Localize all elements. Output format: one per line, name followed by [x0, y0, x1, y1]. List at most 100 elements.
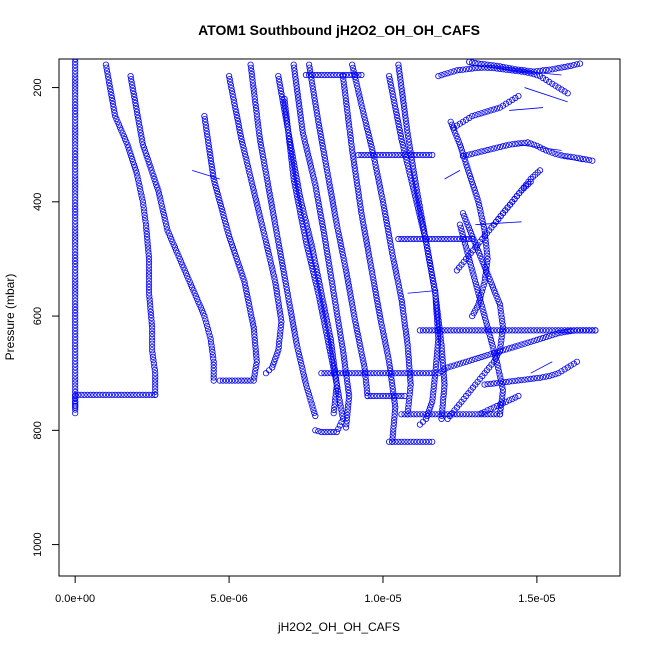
data-point: [332, 212, 339, 219]
data-point: [315, 277, 323, 285]
data-point: [342, 424, 350, 431]
data-point: [253, 108, 260, 115]
data-point: [298, 202, 306, 209]
data-point: [344, 110, 351, 117]
data-point: [121, 391, 128, 398]
data-point: [149, 334, 156, 341]
data-point: [127, 73, 134, 80]
data-point: [438, 235, 445, 243]
data-point: [142, 221, 150, 228]
data-point: [463, 246, 470, 253]
data-point: [481, 311, 488, 319]
data-point: [549, 66, 556, 73]
data-point: [478, 255, 485, 262]
data-point: [371, 159, 379, 166]
data-point: [486, 330, 493, 337]
data-point: [326, 332, 334, 339]
data-point: [220, 211, 227, 219]
data-point: [292, 73, 299, 80]
data-point: [328, 344, 335, 352]
data-point: [72, 138, 79, 145]
data-point: [129, 82, 136, 89]
data-point: [150, 360, 157, 367]
data-point: [460, 153, 467, 160]
data-point: [231, 250, 238, 257]
data-point: [490, 346, 497, 353]
data-point: [274, 232, 281, 239]
data-point: [276, 331, 284, 338]
data-point: [72, 270, 79, 277]
data-point: [431, 373, 439, 380]
data-point: [555, 370, 562, 377]
data-point: [330, 410, 337, 417]
data-point: [290, 61, 297, 68]
data-point: [331, 400, 338, 407]
data-point: [343, 104, 350, 111]
data-point: [259, 151, 266, 158]
data-point: [379, 198, 387, 205]
data-point: [404, 130, 411, 137]
data-point: [359, 219, 367, 226]
data-point: [567, 153, 574, 160]
data-point: [310, 175, 317, 182]
data-point: [72, 218, 79, 225]
data-point: [338, 338, 345, 345]
connector-line: [444, 170, 461, 180]
data-point: [480, 281, 487, 289]
data-point: [506, 98, 513, 105]
data-point: [391, 100, 398, 107]
data-point: [472, 190, 479, 197]
data-point: [509, 65, 516, 72]
data-point: [394, 114, 401, 122]
data-point: [72, 107, 79, 115]
data-point: [237, 129, 244, 137]
data-point: [72, 312, 79, 320]
data-point: [286, 299, 293, 306]
data-point: [147, 305, 154, 312]
data-point: [466, 327, 473, 334]
data-point: [90, 391, 97, 398]
data-point: [592, 327, 599, 334]
data-point: [402, 112, 409, 119]
data-point: [407, 235, 414, 243]
data-point: [385, 358, 393, 365]
data-point: [330, 357, 337, 364]
data-point: [226, 73, 233, 80]
data-point: [333, 311, 341, 318]
data-point: [366, 134, 373, 142]
data-point: [323, 167, 331, 174]
data-point: [386, 361, 393, 368]
data-point: [130, 391, 137, 398]
data-point: [325, 323, 332, 330]
data-point: [561, 153, 568, 160]
data-point: [135, 179, 142, 186]
data-point: [149, 324, 156, 331]
data-point: [322, 239, 329, 246]
data-point: [72, 257, 79, 265]
data-point: [152, 373, 159, 380]
data-point: [333, 221, 340, 228]
data-point: [252, 349, 259, 356]
data-point: [420, 226, 427, 233]
data-point: [248, 315, 255, 322]
data-point: [363, 383, 370, 390]
data-point: [255, 126, 262, 133]
data-point: [340, 82, 348, 89]
data-point: [260, 229, 267, 236]
data-point: [117, 124, 124, 131]
data-point: [319, 296, 326, 303]
data-point: [410, 411, 417, 418]
data-point: [131, 93, 138, 101]
data-point: [339, 249, 346, 256]
data-point: [364, 389, 371, 396]
data-point: [431, 287, 438, 294]
data-point: [323, 314, 330, 321]
data-point: [347, 138, 355, 145]
data-point: [311, 409, 318, 416]
data-point: [72, 282, 79, 289]
data-point: [324, 320, 331, 327]
data-point: [533, 327, 541, 334]
data-point: [248, 67, 255, 75]
data-point: [146, 161, 153, 168]
data-point: [555, 330, 562, 337]
